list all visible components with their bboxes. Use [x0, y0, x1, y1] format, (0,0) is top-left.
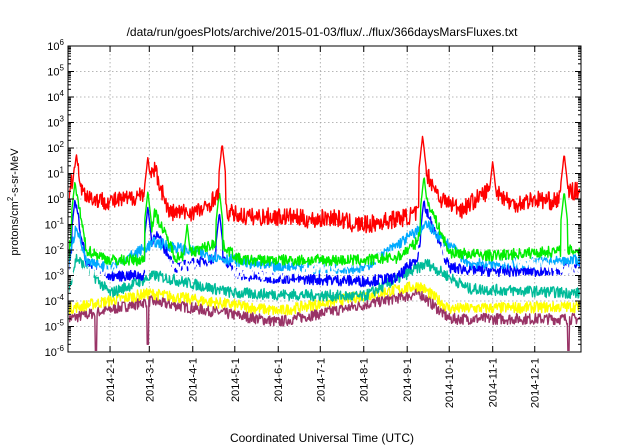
- y-axis-label: protons/cm2-s-sr-MeV: [6, 148, 21, 256]
- y-tick-label: 103: [47, 115, 64, 130]
- x-tick-label: 2014-4-1: [188, 358, 200, 402]
- x-tick-label: 2014-8-1: [359, 358, 371, 402]
- y-tick-label: 10-2: [45, 242, 65, 257]
- series-line: [69, 199, 580, 288]
- series-line: [69, 281, 580, 316]
- series-line: [69, 253, 580, 302]
- x-tick-label: 2014-5-1: [230, 358, 242, 402]
- tick-marks: [68, 45, 581, 353]
- y-tick-label: 100: [47, 191, 64, 206]
- series-layer: [69, 135, 580, 351]
- x-tick-label: 2014-12-1: [530, 358, 542, 408]
- y-tick-label: 106: [47, 38, 64, 53]
- y-tick-label: 104: [47, 89, 64, 104]
- series-line: [69, 287, 580, 351]
- x-tick-labels: 2014-2-1 2014-3-1 2014-4-1 2014-5-1 2014-6-1…: [105, 358, 542, 408]
- y-tick-label: 105: [47, 64, 64, 79]
- y-tick-label: 10-4: [45, 293, 65, 308]
- series-line: [69, 177, 580, 267]
- y-tick-label: 10-1: [45, 217, 65, 232]
- x-tick-label: 2014-9-1: [402, 358, 414, 402]
- x-tick-label: 2014-7-1: [315, 358, 327, 402]
- x-axis-label: Coordinated Universal Time (UTC): [230, 431, 414, 445]
- y-tick-label: 10-3: [45, 268, 65, 283]
- series-line: [69, 244, 580, 282]
- x-tick-label: 2014-2-1: [105, 358, 117, 402]
- x-tick-label: 2014-11-1: [488, 358, 500, 407]
- x-tick-label: 2014-3-1: [144, 358, 156, 402]
- chart-title: /data/run/goesPlots/archive/2015-01-03/f…: [127, 25, 519, 39]
- y-tick-label: 101: [47, 166, 64, 181]
- y-tick-labels: 10-6 10-5 10-4 10-3 10-2 10-1 100 101 102 103 104 1…: [45, 38, 65, 359]
- y-tick-label: 10-5: [45, 319, 65, 334]
- x-tick-label: 2014-6-1: [273, 358, 285, 402]
- series-line: [69, 135, 580, 234]
- y-tick-label: 102: [47, 140, 64, 155]
- x-tick-label: 2014-10-1: [444, 358, 456, 408]
- y-tick-label: 10-6: [45, 344, 65, 359]
